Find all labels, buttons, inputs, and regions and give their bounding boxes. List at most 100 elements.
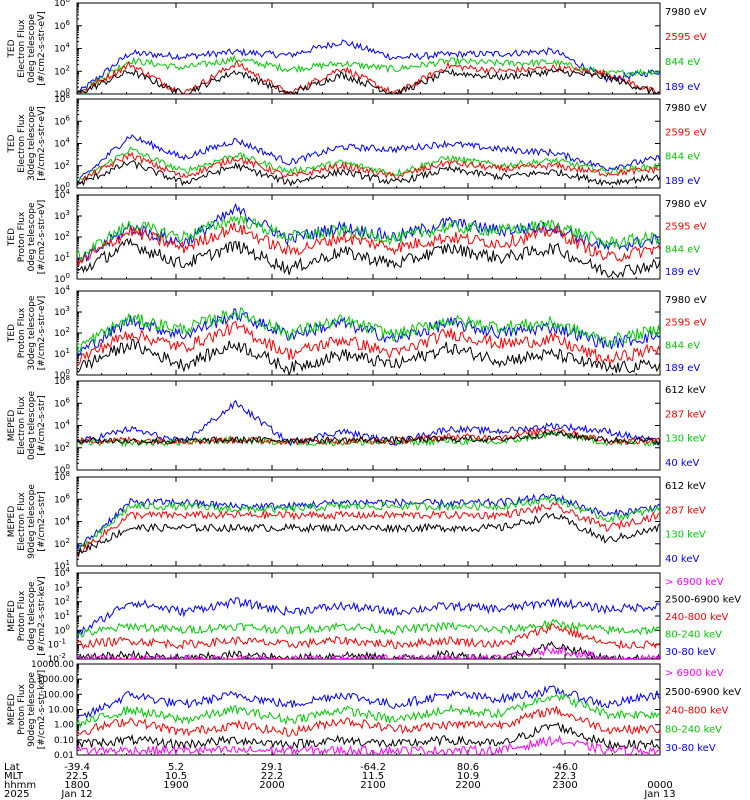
x-axis-row-label: 2025	[4, 789, 29, 800]
x-tick-label: 22.3	[554, 771, 576, 782]
legend-entry: 7980 eV	[665, 7, 707, 18]
x-tick-label: 22.2	[261, 771, 283, 782]
x-tick-label: 1900	[163, 780, 188, 791]
y-tick-label: 108	[54, 0, 70, 9]
y-tick-label: 10000.00	[31, 660, 74, 670]
legend-entry: 2595 eV	[665, 318, 707, 329]
series-trace--6900-kev	[77, 734, 660, 755]
x-tick-label: 5.2	[168, 762, 184, 773]
x-tick-label: -64.2	[360, 762, 386, 773]
y-tick-label: 104	[54, 137, 70, 150]
x-axis-row-label: Lat	[4, 762, 20, 773]
y-tick-label: 101	[54, 347, 70, 360]
legend-entry: 287 keV	[665, 409, 706, 420]
y-tick-label: 103	[54, 305, 70, 318]
x-tick-label: 10.5	[165, 771, 187, 782]
series-trace-80-240-kev	[77, 693, 660, 729]
series-trace-2500-6900-kev	[77, 722, 660, 751]
panel-frame	[76, 380, 661, 471]
series-trace-130-kev	[77, 494, 660, 556]
y-tick-label: 106	[54, 492, 70, 505]
series-trace-189-ev	[77, 39, 660, 94]
y-tick-label: 102	[54, 441, 70, 454]
y-tick-label: 1.00	[54, 721, 74, 731]
y-tick-label: 103	[54, 209, 70, 222]
y-axis-label: MEPEDElectron Flux90deg telescope[#/cm2-…	[7, 484, 47, 559]
y-axis-label: TEDElectron Flux0deg telescope[#/cm2-s-s…	[7, 11, 47, 86]
y-tick-label: 101	[54, 251, 70, 264]
series-trace-612-kev	[77, 512, 660, 558]
series-trace-7980-ev	[77, 68, 660, 94]
legend-entry: 287 keV	[665, 505, 706, 516]
y-tick-label: 0.10	[54, 736, 74, 746]
panel-frame	[76, 572, 661, 660]
legend-entry: > 6900 keV	[665, 577, 724, 588]
y-tick-label: 102	[54, 595, 70, 608]
series-trace-844-ev	[77, 54, 660, 94]
y-axis-label: MEPEDProton Flux90deg telescope[#/cm2-s-…	[7, 670, 47, 749]
legend-entry: 130 keV	[665, 530, 706, 541]
series-trace-40-kev	[77, 399, 660, 447]
x-tick-label: 29.1	[261, 762, 283, 773]
legend-entry: 844 eV	[665, 244, 700, 255]
legend-entry: 7980 eV	[665, 295, 707, 306]
x-axis-row-label: MLT	[4, 771, 24, 782]
x-tick-label: 22.5	[66, 771, 88, 782]
series-trace-844-ev	[77, 214, 660, 261]
y-tick-label: 0.01	[54, 751, 74, 761]
y-tick-label: 104	[54, 515, 70, 528]
series-trace-287-kev	[77, 502, 660, 557]
y-axis-label: TEDProton Flux0deg telescope[#/cm2-s-str…	[7, 200, 47, 275]
y-tick-label: 100	[54, 623, 70, 636]
x-tick-label: 2100	[360, 780, 385, 791]
series-trace-189-ev	[77, 307, 660, 357]
y-axis-label: MEPEDElectron Flux0deg telescope[#/cm2-s…	[7, 391, 47, 461]
y-tick-label: 102	[54, 326, 70, 339]
series-trace-2500-6900-kev	[77, 640, 660, 659]
legend-entry: > 6900 keV	[665, 668, 724, 679]
y-tick-label: 106	[54, 114, 70, 127]
y-tick-label: 102	[54, 64, 70, 77]
y-tick-label: 104	[54, 419, 70, 432]
series-trace-2595-ev	[77, 222, 660, 267]
series-trace-7980-ev	[77, 338, 660, 375]
legend-entry: 130 keV	[665, 434, 706, 445]
x-tick-label: 2000	[259, 780, 284, 791]
legend-entry: 7980 eV	[665, 199, 707, 210]
legend-entry: 2595 eV	[665, 222, 707, 233]
legend-entry: 2595 eV	[665, 127, 707, 138]
x-tick-label: -39.4	[64, 762, 90, 773]
x-tick-label: Jan 12	[60, 789, 92, 800]
y-tick-label: 104	[54, 42, 70, 55]
y-axis-label: TEDProton Flux30deg telescope[#/cm2-s-st…	[7, 295, 47, 370]
x-tick-label: 11.5	[362, 771, 384, 782]
legend-entry: 240-800 keV	[665, 612, 729, 623]
series-trace-2595-ev	[77, 60, 660, 94]
legend-entry: 30-80 keV	[665, 743, 716, 754]
y-tick-label: 102	[54, 230, 70, 243]
x-tick-label: 2200	[455, 780, 480, 791]
series-trace-844-ev	[77, 307, 660, 354]
legend-entry: 40 keV	[665, 554, 699, 565]
y-tick-label: 10.00	[48, 706, 74, 716]
legend-entry: 189 eV	[665, 82, 700, 93]
y-tick-label: 10-1	[48, 638, 66, 651]
y-tick-label: 102	[54, 537, 70, 550]
x-tick-label: Jan 13	[643, 789, 675, 800]
x-tick-label: -46.0	[552, 762, 578, 773]
x-axis-row-label: hhmm	[4, 780, 36, 791]
series-trace-130-kev	[77, 430, 660, 448]
series-trace-7980-ev	[77, 429, 660, 446]
series-trace--6900-kev	[77, 644, 660, 659]
series-trace-30-80-kev	[77, 685, 660, 721]
y-tick-label: 104	[54, 284, 70, 297]
legend-entry: 30-80 keV	[665, 647, 716, 658]
panel-8: 0.01 0.10 1.00 10.00 100.00 1000.00 10000.00ME…	[7, 660, 741, 761]
x-tick-label: 0000	[647, 780, 672, 791]
legend-entry: 844 eV	[665, 340, 700, 351]
